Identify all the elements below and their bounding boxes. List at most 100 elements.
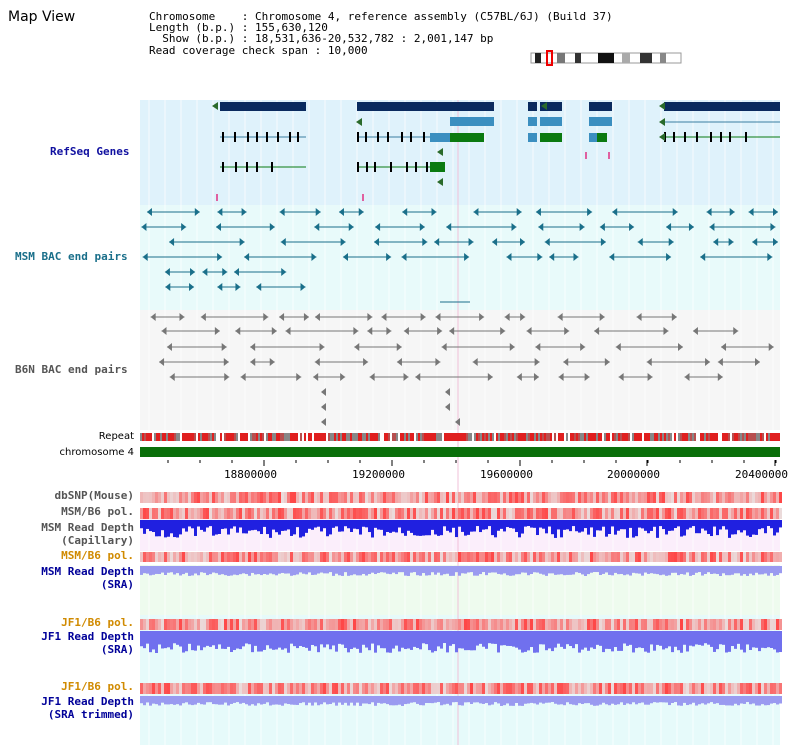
read-depth-bar	[623, 631, 626, 644]
polymorphism-cell	[497, 508, 500, 519]
polymorphism-cell	[698, 683, 701, 694]
polymorphism-cell	[602, 552, 605, 562]
read-depth-bar	[440, 696, 443, 706]
polymorphism-cell	[410, 619, 413, 630]
b6n-bac-end-pairs-label[interactable]: B6N BAC end pairs	[15, 363, 128, 376]
repeat-segment	[154, 433, 156, 441]
repeat-segment	[446, 433, 448, 441]
bac-end-marker	[402, 208, 408, 216]
read-depth-bar	[449, 520, 452, 533]
polymorphism-cell	[431, 619, 434, 630]
read-depth-bar	[284, 566, 287, 574]
read-depth-bar	[317, 631, 320, 653]
polymorphism-cell	[608, 683, 611, 694]
polymorphism-cell	[452, 492, 455, 503]
polymorphism-cell	[407, 683, 410, 694]
polymorphism-cell	[581, 683, 584, 694]
repeat-segment	[288, 433, 290, 441]
repeat-segment	[460, 433, 462, 441]
polymorphism-cell	[761, 552, 764, 562]
read-depth-bar	[764, 520, 767, 534]
read-depth-bar	[350, 566, 353, 576]
polymorphism-cell	[716, 619, 719, 630]
repeat-segment	[746, 433, 748, 441]
polymorphism-cell	[617, 492, 620, 503]
polymorphism-cell	[242, 508, 245, 519]
read-depth-bar	[554, 520, 557, 538]
polymorphism-cell	[593, 492, 596, 503]
polymorphism-cell	[143, 508, 146, 519]
read-depth-bar	[569, 631, 572, 646]
bac-end-marker	[369, 373, 375, 381]
polymorphism-cell	[602, 492, 605, 503]
polymorphism-cell	[581, 508, 584, 519]
polymorphism-cell	[674, 619, 677, 630]
read-depth-bar	[143, 631, 146, 649]
polymorphism-cell	[359, 619, 362, 630]
repeat-segment	[438, 433, 440, 441]
repeat-segment	[294, 433, 296, 441]
msm-read-depth-sra-sublabel: (SRA)	[100, 578, 134, 591]
read-depth-bar	[557, 696, 560, 705]
jf1-b6-pol-label[interactable]: JF1/B6 pol.	[61, 616, 134, 629]
read-depth-bar	[467, 520, 470, 535]
jf1-b6-pol-label-2[interactable]: JF1/B6 pol.	[61, 680, 134, 693]
dbsnp-label[interactable]: dbSNP(Mouse)	[54, 489, 134, 502]
polymorphism-cell	[479, 552, 482, 562]
refseq-genes-label[interactable]: RefSeq Genes	[50, 145, 130, 158]
polymorphism-cell	[317, 492, 320, 503]
repeat-segment	[606, 433, 608, 441]
read-depth-bar	[215, 520, 218, 535]
polymorphism-cell	[152, 683, 155, 694]
read-depth-bar	[644, 566, 647, 573]
repeat-segment	[522, 433, 524, 441]
read-depth-bar	[512, 566, 515, 576]
repeat-segment	[692, 433, 694, 441]
exon	[222, 132, 224, 142]
polymorphism-cell	[194, 619, 197, 630]
bac-end-marker	[194, 208, 200, 216]
polymorphism-cell	[731, 683, 734, 694]
polymorphism-cell	[557, 552, 560, 562]
polymorphism-cell	[272, 508, 275, 519]
read-depth-bar	[512, 520, 515, 529]
msm-read-depth-sra-label[interactable]: MSM Read Depth	[41, 565, 134, 578]
msm-b6-pol-label[interactable]: MSM/B6 pol.	[61, 505, 134, 518]
repeat-segment	[468, 433, 470, 441]
polymorphism-cell	[146, 508, 149, 519]
bac-end-marker	[672, 208, 678, 216]
repeat-segment	[484, 433, 486, 441]
jf1-read-depth-trimmed-label[interactable]: JF1 Read Depth	[41, 695, 134, 708]
polymorphism-cell	[206, 552, 209, 562]
bac-end-marker	[755, 358, 761, 366]
read-depth-bar	[503, 696, 506, 706]
repeat-segment	[144, 433, 146, 441]
read-depth-bar	[602, 520, 605, 527]
read-depth-bar	[380, 566, 383, 573]
repeat-segment	[764, 433, 766, 441]
polymorphism-cell	[749, 508, 752, 519]
polymorphism-cell	[632, 552, 635, 562]
coverage-label: Read coverage check span	[149, 43, 308, 57]
read-depth-bar	[671, 696, 674, 704]
msm-read-depth-capillary-label[interactable]: MSM Read Depth	[41, 521, 134, 534]
polymorphism-cell	[431, 508, 434, 519]
polymorphism-cell	[545, 552, 548, 562]
polymorphism-cell	[239, 492, 242, 503]
jf1-read-depth-label[interactable]: JF1 Read Depth	[41, 630, 134, 643]
msm-b6-pol-label-2[interactable]: MSM/B6 pol.	[61, 549, 134, 562]
polymorphism-cell	[527, 552, 530, 562]
read-depth-bar	[239, 696, 242, 704]
read-depth-bar	[692, 631, 695, 647]
polymorphism-cell	[683, 619, 686, 630]
read-depth-bar	[527, 631, 530, 651]
read-depth-bar	[479, 631, 482, 644]
polymorphism-cell	[572, 508, 575, 519]
msm-bac-end-pairs-label[interactable]: MSM BAC end pairs	[15, 250, 128, 263]
polymorphism-cell	[266, 508, 269, 519]
polymorphism-cell	[641, 683, 644, 694]
read-depth-bar	[485, 520, 488, 530]
polymorphism-cell	[728, 508, 731, 519]
bac-end-marker	[367, 327, 373, 335]
polymorphism-cell	[485, 683, 488, 694]
